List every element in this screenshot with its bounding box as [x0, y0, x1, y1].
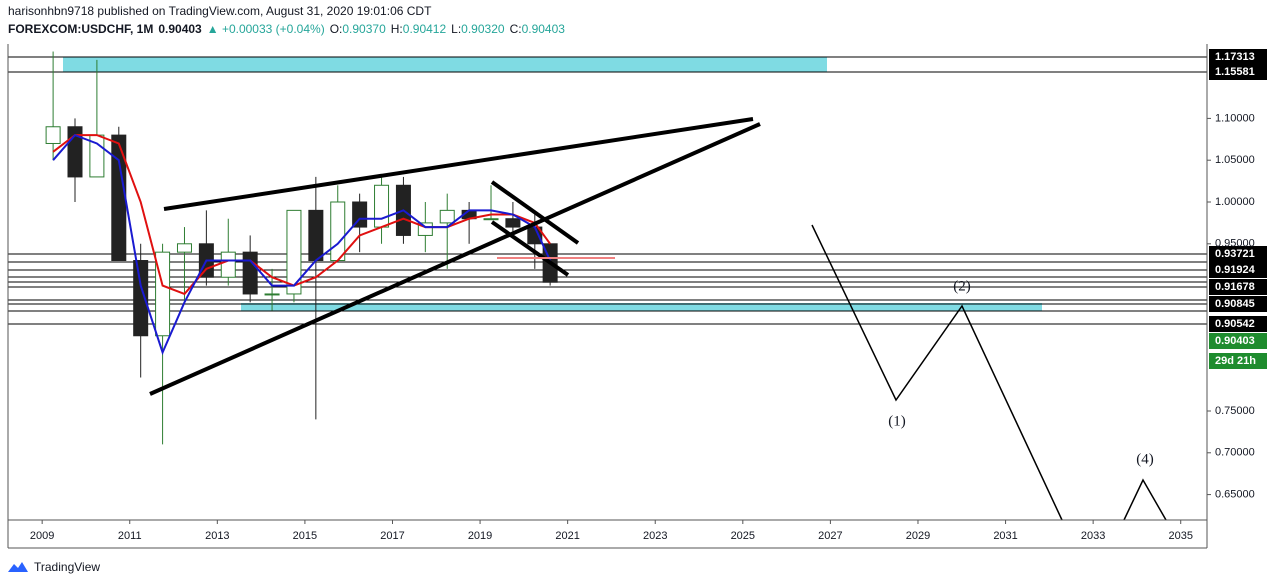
x-tick-label: 2023	[643, 530, 667, 542]
zone	[241, 303, 1042, 311]
price-label: 1.15581	[1215, 66, 1255, 78]
candle-body	[483, 218, 499, 221]
y-tick-label: 0.65000	[1215, 488, 1255, 500]
x-tick-label: 2031	[993, 530, 1017, 542]
trend-line	[490, 180, 580, 245]
y-tick-label: 0.95000	[1215, 238, 1255, 250]
x-tick-label: 2013	[205, 530, 229, 542]
quote-part: H:	[391, 22, 403, 36]
quote-part: ▲ +0.00033 (+0.04%)	[207, 22, 325, 36]
candle-body	[45, 126, 61, 144]
quote: FOREXCOM:USDCHF, 1M 0.90403 ▲ +0.00033 (+0…	[8, 22, 565, 36]
candle-body	[286, 209, 302, 295]
x-tick-label: 2035	[1168, 530, 1192, 542]
byline: harisonhbn9718 published on TradingView.…	[8, 4, 432, 18]
drawings	[149, 117, 1167, 521]
candle-body	[133, 260, 149, 337]
price-label-bg	[1209, 64, 1267, 80]
quote-part: C:	[510, 22, 522, 36]
price-label: 1.17313	[1215, 51, 1255, 63]
moving-average	[52, 133, 552, 356]
price-label: 0.90845	[1215, 298, 1255, 310]
logo	[8, 562, 28, 572]
zones	[63, 57, 1042, 311]
wave-label: (2)	[953, 278, 971, 294]
y-tick-label: 1.05000	[1215, 154, 1255, 166]
trend-line	[163, 117, 754, 211]
candle-body	[220, 251, 236, 278]
quote-part: L:	[451, 22, 461, 36]
candle-body	[242, 251, 258, 295]
quote-part: O:	[330, 22, 343, 36]
x-tick-label: 2021	[555, 530, 579, 542]
x-tick-label: 2029	[906, 530, 930, 542]
wave	[811, 224, 1063, 521]
trend-line	[149, 122, 761, 396]
price-label-bg	[1209, 316, 1267, 332]
y-tick-label: 0.70000	[1215, 447, 1255, 459]
candle-body	[505, 218, 521, 228]
candle-body	[374, 184, 390, 228]
price-label-bg	[1209, 296, 1267, 312]
price-label: 0.90542	[1215, 318, 1255, 330]
candle-body	[352, 201, 368, 228]
price-label: 0.93721	[1215, 248, 1255, 260]
price-labels: 1.17313 1.15581 0.93721 0.91924 0.91678 0.908…	[1209, 49, 1267, 369]
x-tick-label: 2011	[118, 530, 142, 542]
moving-average	[52, 134, 551, 296]
x-tick-label: 2009	[30, 530, 54, 542]
quote-part: 0.90412	[403, 22, 447, 36]
x-tick-label: 2027	[818, 530, 842, 542]
quote-part: FOREXCOM:USDCHF, 1M	[8, 22, 153, 36]
y-tick-label: 0.75000	[1215, 405, 1255, 417]
price-label: 0.90403	[1215, 335, 1255, 347]
candle-body	[176, 243, 192, 253]
quote-part: 0.90403	[158, 22, 202, 36]
price-label-bg	[1209, 246, 1267, 262]
footer: TradingView	[34, 560, 100, 574]
wave	[1123, 478, 1167, 521]
price-label-bg	[1209, 333, 1267, 349]
y-tick-label: 1.00000	[1215, 196, 1255, 208]
wave-label: (1)	[888, 413, 906, 429]
x-tick-label: 2015	[293, 530, 317, 542]
candle-body	[264, 293, 280, 296]
price-label-bg	[1209, 353, 1267, 369]
quote-part: 0.90320	[461, 22, 505, 36]
trend-line	[490, 220, 570, 277]
price-label-bg	[1209, 49, 1267, 65]
x-tick-label: 2017	[380, 530, 404, 542]
price-label: 0.91678	[1215, 281, 1255, 293]
x-tick-label: 2019	[468, 530, 492, 542]
price-label: 0.91924	[1215, 264, 1256, 276]
y-tick-label: 1.10000	[1215, 112, 1255, 124]
candle-body	[439, 209, 455, 224]
price-label-bg	[1209, 279, 1267, 295]
x-tick-label: 2033	[1081, 530, 1105, 542]
price-label: 29d 21h	[1215, 355, 1256, 367]
zone	[63, 57, 827, 72]
candle-body	[308, 209, 324, 262]
wave-label: (4)	[1136, 451, 1154, 467]
quote-part: 0.90370	[342, 22, 386, 36]
candle-body	[330, 201, 346, 262]
plot	[45, 51, 558, 445]
quote-part: 0.90403	[522, 22, 566, 36]
x-tick-label: 2025	[731, 530, 755, 542]
price-label-bg	[1209, 262, 1267, 278]
